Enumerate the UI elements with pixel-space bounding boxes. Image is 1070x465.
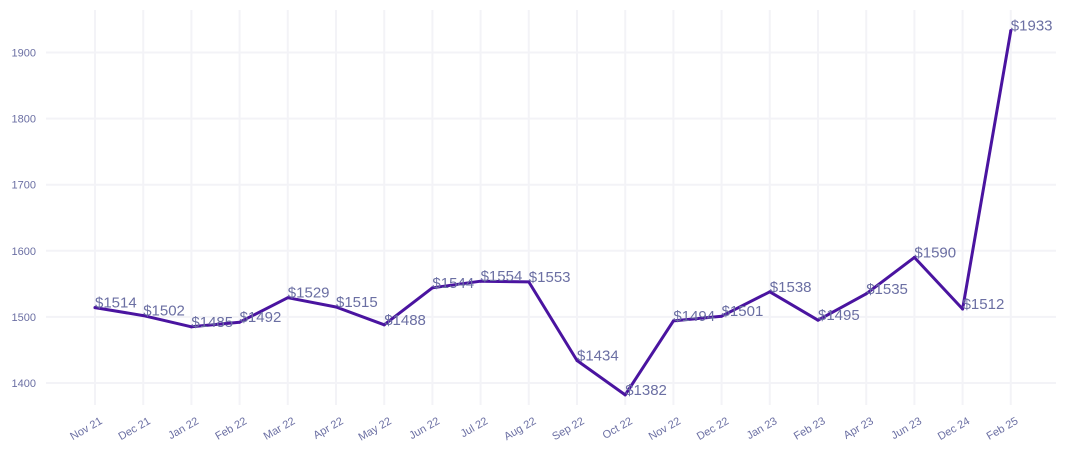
x-tick-label: Dec 24	[936, 415, 972, 443]
data-point	[382, 323, 386, 327]
series-line	[93, 29, 1013, 397]
data-label: $1502	[143, 303, 185, 320]
data-label: $1492	[240, 309, 282, 326]
data-point	[768, 290, 772, 294]
data-label: $1514	[95, 295, 137, 312]
y-tick-label: 1400	[12, 378, 36, 390]
x-tick-label: Feb 22	[213, 415, 249, 443]
data-point	[430, 286, 434, 290]
x-tick-label: Apr 22	[311, 415, 345, 442]
x-tick-label: Apr 23	[842, 415, 876, 442]
x-tick-label: Jun 23	[889, 415, 924, 442]
x-tick-label: Jan 22	[166, 415, 201, 442]
x-tick-label: Oct 22	[601, 415, 635, 442]
data-label: $1544	[432, 275, 474, 292]
vertical-gridlines	[94, 10, 1012, 405]
data-point	[1009, 29, 1013, 33]
x-tick-label: Sep 22	[550, 415, 586, 443]
data-point	[912, 255, 916, 259]
data-point	[334, 305, 338, 309]
data-label: $1553	[529, 269, 571, 286]
x-tick-label: May 22	[356, 415, 393, 443]
y-tick-label: 1600	[12, 246, 36, 258]
x-tick-label: Jul 22	[459, 415, 490, 440]
x-tick-label: Nov 22	[647, 415, 683, 443]
data-point	[238, 320, 242, 324]
data-point	[961, 307, 965, 311]
data-point	[575, 359, 579, 363]
y-tick-label: 1500	[12, 312, 36, 324]
data-label: $1515	[336, 294, 378, 311]
data-point	[671, 319, 675, 323]
data-label: $1495	[818, 307, 860, 324]
x-tick-label: Aug 22	[502, 415, 538, 443]
y-tick-label: 1900	[12, 48, 36, 60]
y-tick-label: 1700	[12, 180, 36, 192]
data-point	[623, 393, 627, 397]
data-label: $1434	[577, 348, 619, 365]
x-tick-label: Feb 25	[985, 415, 1021, 443]
data-label: $1485	[191, 314, 233, 331]
data-point	[527, 280, 531, 284]
data-label: $1933	[1011, 18, 1053, 35]
data-label: $1538	[770, 279, 812, 296]
data-label: $1488	[384, 312, 426, 329]
data-label: $1535	[866, 281, 908, 298]
y-tick-label: 1800	[12, 114, 36, 126]
y-axis-ticks: 1400 1500 1600 1700 1800 1900	[12, 48, 36, 391]
data-labels: $1514 $1502 $1485 $1492 $1529 $1515 $1488 $1544…	[95, 18, 1053, 399]
data-point	[816, 318, 820, 322]
x-tick-label: Dec 22	[695, 415, 731, 443]
data-label: $1529	[288, 285, 330, 302]
horizontal-gridlines	[46, 51, 1056, 384]
data-points	[93, 29, 1013, 397]
data-label: $1382	[625, 382, 667, 399]
x-tick-label: Jun 22	[407, 415, 442, 442]
x-tick-label: Feb 23	[792, 415, 828, 443]
data-point	[286, 296, 290, 300]
x-tick-label: Nov 21	[68, 415, 104, 443]
data-point	[141, 314, 145, 318]
data-point	[479, 279, 483, 283]
data-point	[189, 325, 193, 329]
data-label: $1494	[673, 308, 715, 325]
x-axis-ticks: Nov 21 Dec 21 Jan 22 Feb 22 Mar 22 Apr 22 May …	[68, 415, 1020, 443]
x-tick-label: Jan 23	[745, 415, 780, 442]
x-tick-label: Mar 22	[262, 415, 298, 443]
data-point	[864, 292, 868, 296]
x-tick-label: Dec 21	[117, 415, 153, 443]
data-point	[720, 314, 724, 318]
data-label: $1554	[481, 268, 523, 285]
data-point	[93, 306, 97, 310]
data-label: $1590	[914, 244, 956, 261]
data-label: $1512	[963, 296, 1005, 313]
data-label: $1501	[722, 303, 764, 320]
